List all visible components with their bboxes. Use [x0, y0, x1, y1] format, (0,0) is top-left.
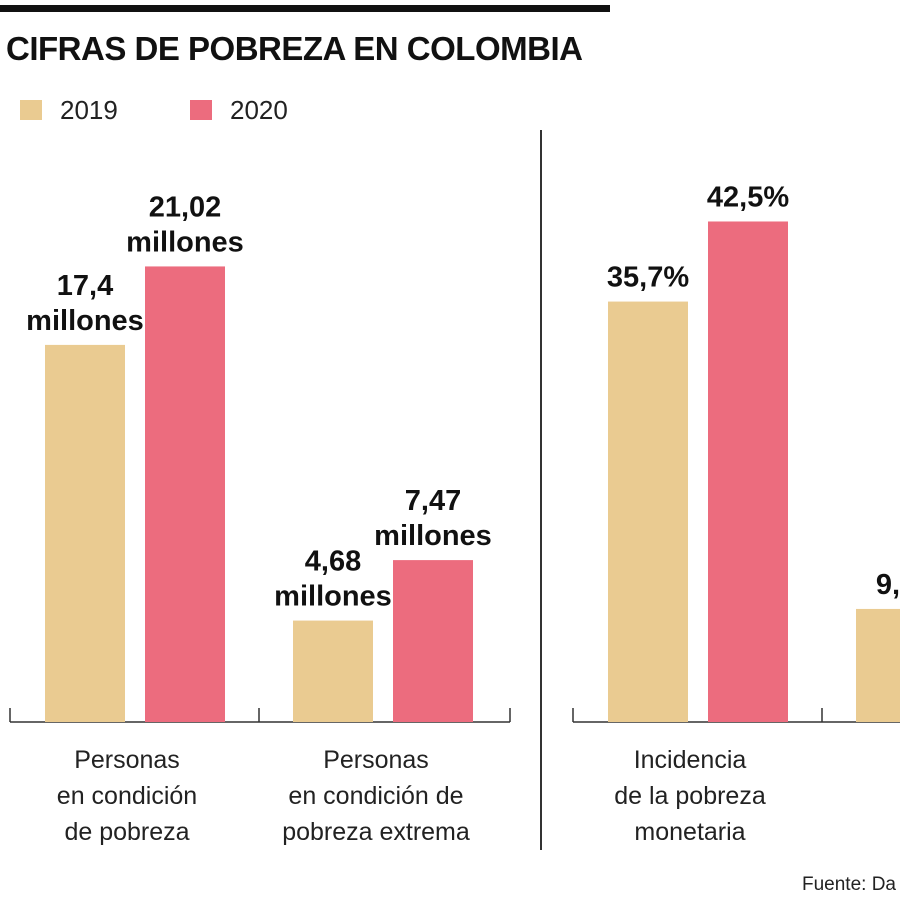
legend-swatch-2019	[20, 100, 42, 120]
category-label-line: en condición	[57, 782, 197, 810]
panel-divider	[540, 130, 542, 850]
bar-2019-0-0	[45, 344, 125, 722]
data-label-value: 35,7%	[607, 262, 689, 294]
legend-swatch-2020	[190, 100, 212, 120]
data-label-value: 17,4	[57, 270, 113, 302]
category-label-line: Incidencia	[634, 746, 747, 774]
data-label-value: 42,5%	[707, 181, 789, 213]
bar-2019-0-1	[293, 620, 373, 722]
category-label-line: de pobreza	[64, 818, 189, 846]
page-title: CIFRAS DE POBREZA EN COLOMBIA	[6, 30, 583, 67]
category-label-line: Personas	[323, 746, 429, 774]
data-label-value: 4,68	[305, 546, 361, 578]
category-label-line: monetaria	[634, 818, 745, 846]
bar-2020-1-0	[708, 221, 788, 723]
data-label-value: 21,02	[149, 191, 222, 223]
bar-2019-1-1	[856, 608, 900, 722]
category-label-line: de la pobreza	[614, 782, 766, 810]
bar-2020-0-1	[393, 560, 473, 722]
data-label-value: 9,6	[876, 569, 900, 601]
top-rule	[0, 5, 610, 12]
data-label-unit: millones	[374, 520, 492, 552]
data-label-value: 7,47	[405, 485, 461, 517]
category-label-line: en condición de	[288, 782, 463, 810]
legend-label-2019: 2019	[60, 95, 118, 125]
category-label-line: Personas	[74, 746, 180, 774]
data-label-unit: millones	[274, 581, 392, 613]
source-note: Fuente: Da	[802, 874, 896, 895]
bar-2020-0-0	[145, 266, 225, 722]
category-label-line: pobreza extrema	[282, 818, 470, 846]
bar-2019-1-0	[608, 301, 688, 722]
data-label-unit: millones	[26, 305, 144, 337]
data-label-unit: millones	[126, 226, 244, 258]
legend-label-2020: 2020	[230, 95, 288, 125]
